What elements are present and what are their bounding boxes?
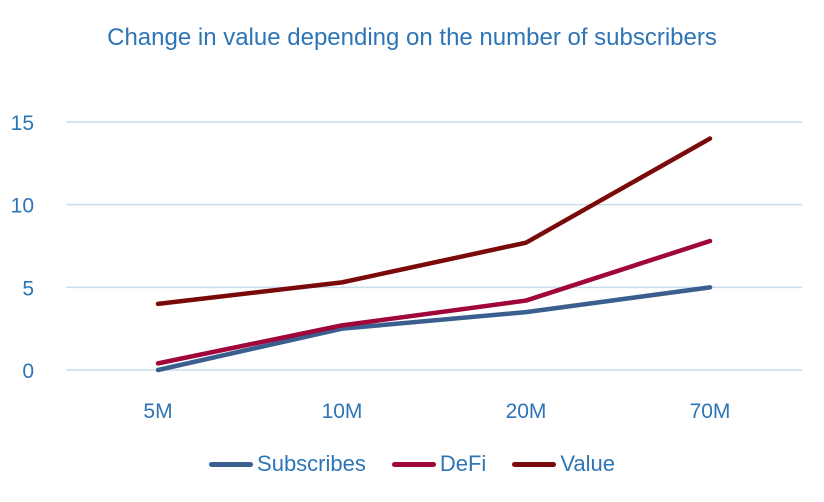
legend-swatch (209, 461, 254, 467)
legend-item-value: Value (512, 451, 615, 477)
series-line-defi (155, 238, 713, 366)
gridlines (66, 121, 802, 371)
series-line-value (155, 136, 713, 307)
y-tick-label: 15 (11, 112, 34, 135)
x-tick-label: 70M (690, 400, 731, 423)
y-tick-label: 5 (22, 277, 34, 300)
chart-title: Change in value depending on the number … (107, 24, 717, 51)
legend-label: Value (560, 451, 615, 476)
legend-swatch (512, 461, 557, 467)
series-line-subscribes (155, 285, 713, 373)
x-tick-label: 5M (143, 400, 172, 423)
x-tick-label: 20M (506, 400, 547, 423)
legend: Subscribes DeFi Value (0, 446, 824, 482)
x-tick-label: 10M (322, 400, 363, 423)
x-axis-ticks: 5M 10M 20M 70M (143, 400, 730, 423)
legend-item-subscribes: Subscribes (209, 451, 366, 477)
y-tick-label: 10 (11, 195, 34, 218)
legend-swatch (391, 461, 436, 467)
y-axis-ticks: 0 5 10 15 (11, 112, 34, 383)
legend-label: DeFi (439, 451, 487, 476)
y-tick-label: 0 (22, 360, 34, 383)
legend-item-defi: DeFi (391, 451, 487, 477)
legend-label: Subscribes (257, 451, 366, 476)
series-lines (155, 136, 713, 373)
